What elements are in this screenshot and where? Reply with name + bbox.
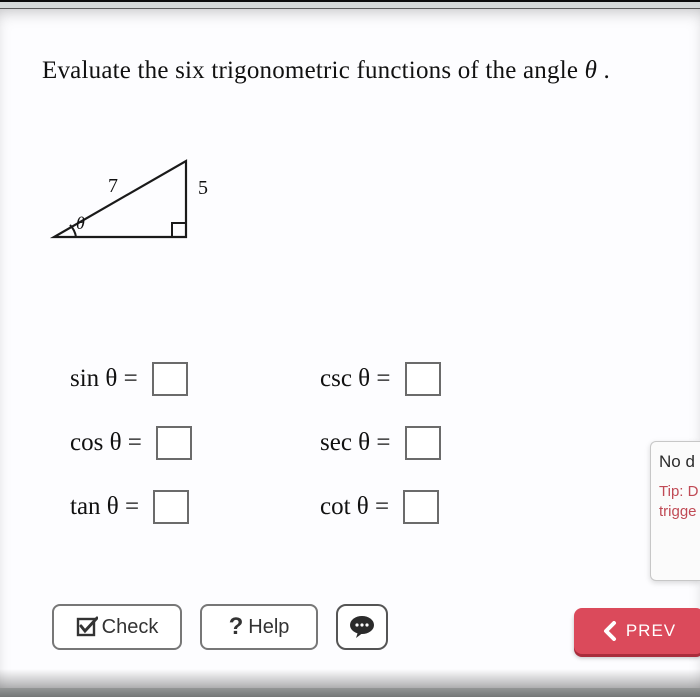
tip-heading: No d (659, 452, 694, 472)
right-angle-marker (172, 223, 186, 237)
sin-label: sin θ = (70, 365, 138, 393)
check-button[interactable]: Check (52, 604, 182, 650)
question-text: Evaluate the six trigonometric functions… (42, 57, 610, 85)
question-theta: θ (585, 57, 597, 84)
prev-button-label: PREV (626, 621, 676, 641)
csc-field: csc θ = (320, 362, 570, 396)
tip-line-2: trigge (659, 502, 694, 522)
checkbox-check-icon (76, 616, 98, 638)
triangle-diagram: 7 5 θ (46, 139, 226, 269)
sin-input[interactable] (152, 362, 188, 396)
sec-field: sec θ = (320, 426, 570, 460)
check-button-label: Check (102, 616, 159, 639)
answer-row: cos θ = sec θ = (70, 411, 570, 475)
cot-field: cot θ = (320, 490, 570, 524)
worksheet-page: Evaluate the six trigonometric functions… (0, 8, 700, 688)
sec-input[interactable] (405, 426, 441, 460)
hypotenuse-label: 7 (108, 175, 118, 198)
tan-input[interactable] (153, 490, 189, 524)
answer-row: tan θ = cot θ = (70, 475, 570, 539)
cos-input[interactable] (156, 426, 192, 460)
chat-button[interactable] (336, 604, 388, 650)
question-prefix: Evaluate the six trigonometric functions… (42, 57, 585, 84)
cot-label: cot θ = (320, 493, 389, 521)
chevron-left-icon (602, 621, 618, 641)
triangle-shape (54, 161, 186, 237)
sec-label: sec θ = (320, 429, 391, 457)
triangle-svg (46, 139, 226, 269)
screen-top-edge (0, 0, 700, 2)
cos-field: cos θ = (70, 426, 320, 460)
help-button[interactable]: ? Help (200, 604, 318, 650)
help-button-label: Help (248, 616, 289, 639)
cot-input[interactable] (403, 490, 439, 524)
question-mark-icon: ? (229, 613, 244, 641)
prev-button[interactable]: PREV (574, 608, 700, 654)
answer-row: sin θ = csc θ = (70, 347, 570, 411)
cos-label: cos θ = (70, 429, 142, 457)
bottom-toolbar: Check ? Help PREV (52, 600, 700, 654)
sin-field: sin θ = (70, 362, 320, 396)
angle-theta-label: θ (76, 213, 85, 234)
tip-line-1: Tip: D (659, 482, 694, 502)
tan-label: tan θ = (70, 493, 139, 521)
tan-field: tan θ = (70, 490, 320, 524)
csc-label: csc θ = (320, 365, 391, 393)
answers-grid: sin θ = csc θ = cos θ = sec θ = tan θ = (70, 347, 570, 539)
tip-popover: No d Tip: D trigge (650, 441, 700, 581)
question-suffix: . (597, 57, 610, 84)
vertical-side-label: 5 (198, 177, 208, 200)
chat-bubble-icon (348, 615, 376, 639)
csc-input[interactable] (405, 362, 441, 396)
